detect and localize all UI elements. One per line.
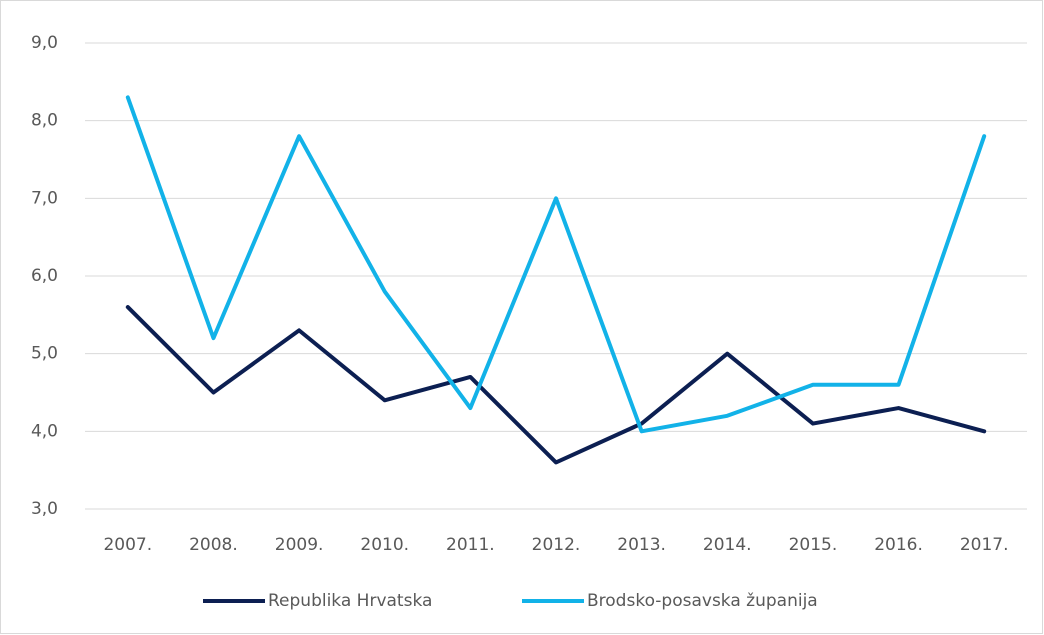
series-line [125, 95, 987, 434]
x-tick-label: 2016. [874, 535, 923, 555]
series-line [125, 305, 987, 465]
y-tick-label: 9,0 [31, 33, 58, 53]
x-tick-label: 2014. [703, 535, 752, 555]
y-tick-label: 3,0 [31, 499, 58, 519]
y-tick-label: 8,0 [31, 111, 58, 131]
legend-label: Brodsko-posavska županija [587, 591, 818, 611]
x-tick-label: 2012. [532, 535, 581, 555]
legend-label: Republika Hrvatska [268, 591, 432, 611]
y-tick-label: 4,0 [31, 421, 58, 441]
x-tick-label: 2007. [103, 535, 152, 555]
x-tick-label: 2011. [446, 535, 495, 555]
x-tick-label: 2015. [789, 535, 838, 555]
x-tick-label: 2010. [360, 535, 409, 555]
x-tick-label: 2009. [275, 535, 324, 555]
x-tick-label: 2008. [189, 535, 238, 555]
y-tick-label: 6,0 [31, 266, 58, 286]
y-tick-label: 7,0 [31, 188, 58, 208]
y-tick-label: 5,0 [31, 344, 58, 364]
x-tick-label: 2013. [617, 535, 666, 555]
x-tick-label: 2017. [960, 535, 1009, 555]
